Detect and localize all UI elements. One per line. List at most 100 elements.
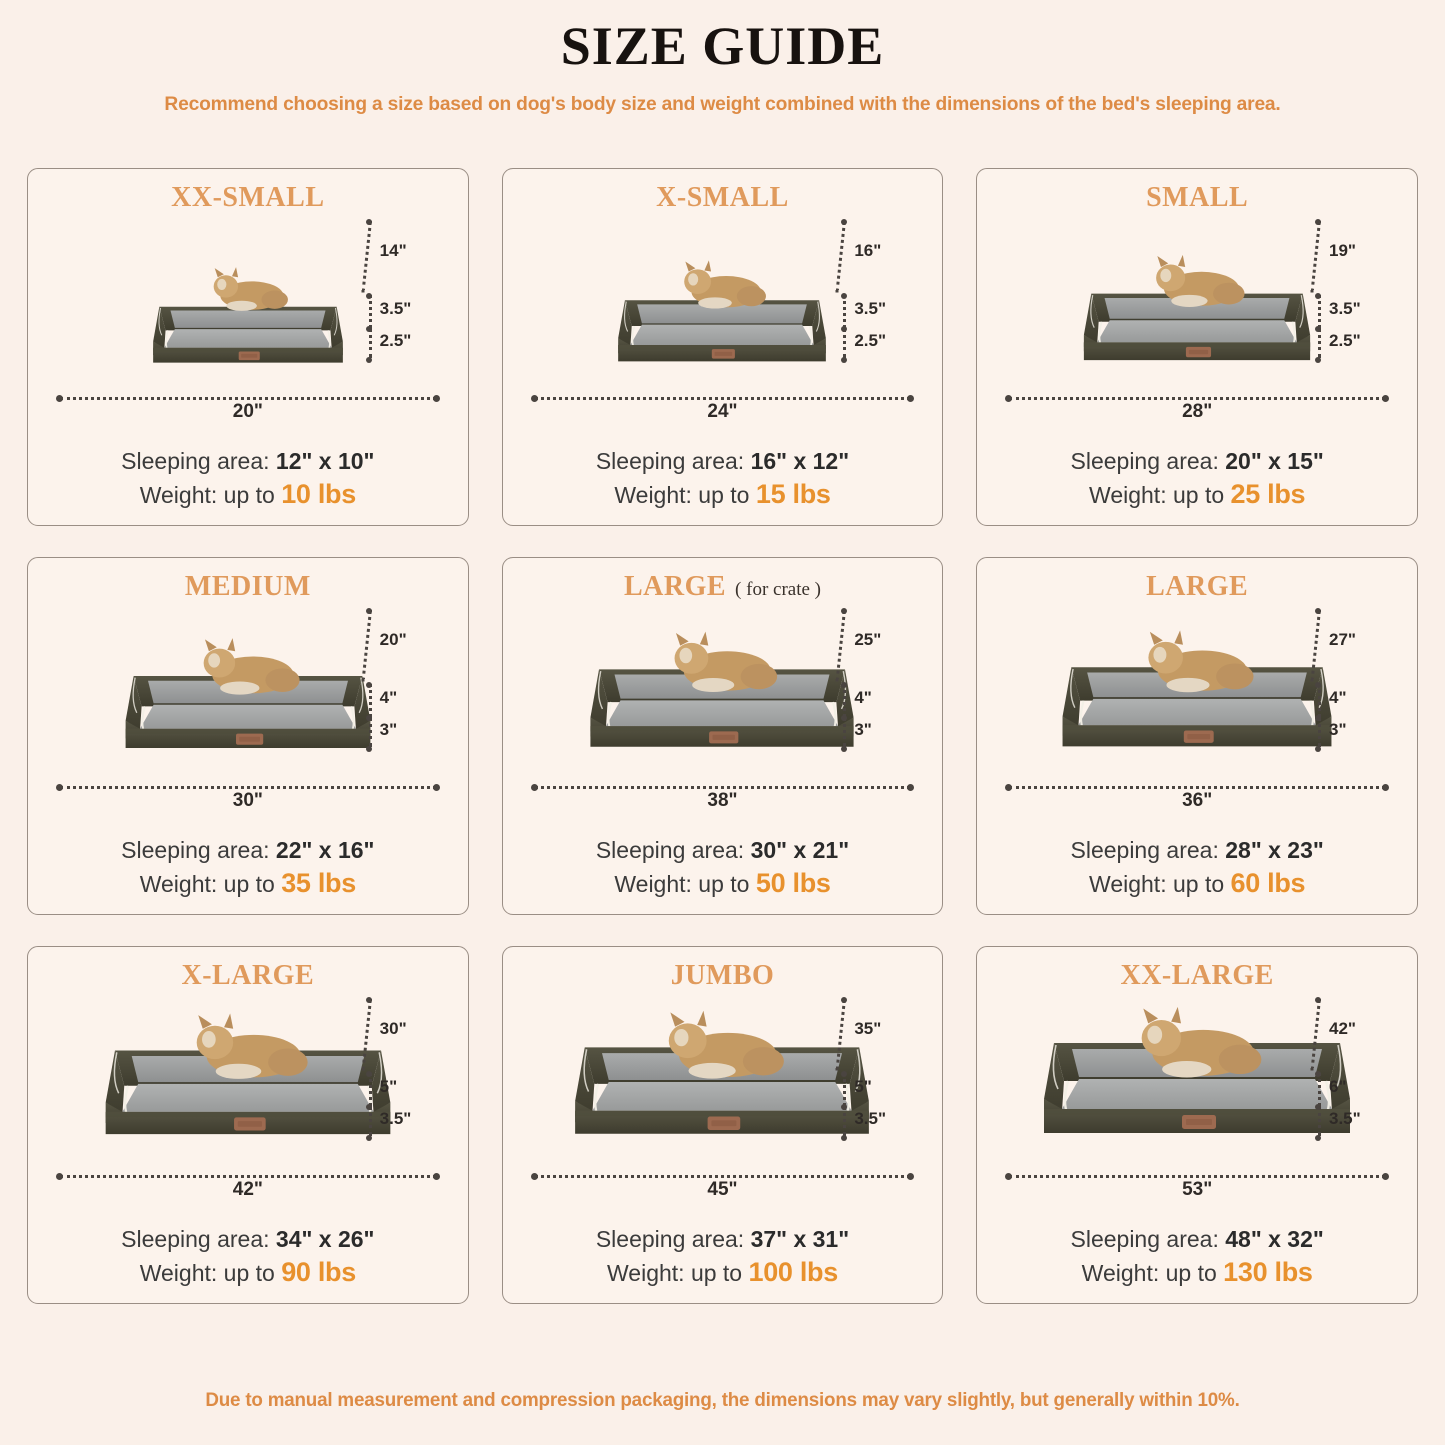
sleeping-area-value: 20" x 15" [1225,448,1324,475]
size-card-small-2[interactable]: SMALL [976,168,1418,526]
dim-line-base-height [843,1106,847,1136]
bed-image-area [28,989,468,1161]
vertical-dimensions: 27" 4" 3" [1302,608,1407,758]
pet-photo-shiba-inu [675,631,778,693]
dim-endpoint-dot [1315,1135,1322,1141]
dim-line-base-height [1317,328,1321,358]
sleeping-area-label: Sleeping area: [121,1226,270,1253]
dim-endpoint-dot [907,783,915,791]
dim-label-mid-height: 4" [1328,688,1347,707]
size-card-xx-small-0[interactable]: XX-SMALL [27,168,469,526]
sleeping-area-label: Sleeping area: [595,448,745,475]
dim-label-mid-height: 3.5" [854,299,887,318]
horizontal-dimension: 36" [977,780,1417,814]
sleeping-area-value: 34" x 26" [275,1226,375,1253]
dim-endpoint-dot [366,219,373,225]
page-subtitle: Recommend choosing a size based on dog's… [164,92,1281,115]
dim-endpoint-dot [366,1135,373,1141]
dim-endpoint-dot [366,746,373,752]
vertical-dimensions: 30" 5" 3.5" [353,997,458,1147]
dim-label-total-height: 27" [1328,630,1356,649]
bed-image-area [977,600,1417,772]
vertical-dimensions: 42" 6" 3.5" [1302,997,1407,1147]
dim-label-mid-height: 5" [379,1077,398,1096]
weight-value: 25 lbs [1230,478,1306,509]
horizontal-dimension: 28" [977,391,1417,425]
dim-line-mid-height [843,1073,847,1106]
pet-graphic [190,634,305,705]
dim-endpoint-dot [366,357,373,363]
dim-endpoint-dot [432,783,440,791]
card-size-title: LARGE [1146,571,1249,602]
bed-graphic [610,273,834,375]
dim-label-total-height: 14" [379,241,407,260]
size-card-large-5[interactable]: LARGE [976,557,1418,915]
dim-endpoint-dot [907,394,915,402]
card-header: X-SMALL [503,169,943,214]
dim-label-mid-height: 4" [379,688,398,707]
weight-label: Weight: up to [139,870,275,897]
dim-line-base-height [843,328,847,358]
card-size-title: X-LARGE [181,960,315,991]
dim-endpoint-dot [1005,1172,1013,1180]
dim-line-base-height [368,1106,372,1136]
card-title-note: ( for crate ) [735,579,822,600]
dim-label-mid-height: 4" [854,688,872,707]
pet-graphic [661,627,784,703]
weight-label: Weight: up to [1089,870,1225,897]
size-card-x-small-1[interactable]: X-SMALL [501,168,944,526]
dim-label-total-height: 19" [1328,241,1356,260]
dim-line-base-height [368,328,372,358]
dim-label-width: 42" [232,1179,263,1200]
dim-line-total-height [361,609,372,682]
weight-value: 50 lbs [755,867,831,898]
dim-label-width: 28" [1182,401,1213,422]
pet-graphic [1125,1002,1269,1089]
bed-illustration [618,300,827,362]
dim-endpoint-dot [56,783,63,791]
bed-image-area [28,211,468,383]
pet-photo-rottweiler-and-chihuahua [1141,1006,1262,1078]
dim-endpoint-dot [1315,746,1322,752]
dim-line-mid-height [368,1073,372,1106]
horizontal-dimension: 30" [28,780,468,814]
dim-line-mid-height [368,295,372,328]
dim-line-width [60,397,436,400]
weight-line: Weight: up to 10 lbs [28,477,468,512]
weight-label: Weight: up to [614,870,750,897]
sleeping-area-value: 48" x 32" [1225,1226,1324,1253]
bed-image-area [977,989,1417,1161]
horizontal-dimension: 24" [503,391,943,425]
vertical-dimensions: 16" 3.5" 2.5" [827,219,932,369]
dim-label-width: 30" [232,790,263,811]
dim-label-mid-height: 3.5" [379,299,412,318]
size-card-medium-3[interactable]: MEDIUM [27,557,469,915]
dim-endpoint-dot [1005,783,1013,791]
card-header: X-LARGE [28,947,468,992]
size-card-x-large-6[interactable]: X-LARGE [27,946,469,1304]
bed-graphic [1075,264,1319,375]
card-specs: Sleeping area: 48" x 32" Weight: up to 1… [977,1225,1417,1290]
dim-line-width [534,786,911,789]
sleeping-area-line: Sleeping area: 22" x 16" [28,836,468,866]
pet-graphic [1134,626,1260,703]
sleeping-area-line: Sleeping area: 16" x 12" [503,447,943,477]
horizontal-dimension: 38" [503,780,943,814]
dim-endpoint-dot [840,219,847,225]
sleeping-area-line: Sleeping area: 30" x 21" [503,836,943,866]
size-card-jumbo-7[interactable]: JUMBO [501,946,944,1304]
vertical-dimensions: 19" 3.5" 2.5" [1302,219,1407,369]
pet-graphic [1144,251,1250,317]
card-header: XX-LARGE [977,947,1417,992]
size-card-large-4[interactable]: LARGE ( for crate ) [501,557,944,915]
card-specs: Sleeping area: 37" x 31" Weight: up to 1… [503,1225,943,1290]
dim-endpoint-dot [1381,783,1389,791]
dim-line-total-height [835,998,847,1071]
card-header: JUMBO [503,947,943,992]
size-card-xx-large-8[interactable]: XX-LARGE [976,946,1418,1304]
dim-line-base-height [368,717,372,747]
dim-label-total-height: 25" [854,630,882,649]
vertical-dimensions: 14" 3.5" 2.5" [353,219,458,369]
dim-line-total-height [361,998,372,1071]
